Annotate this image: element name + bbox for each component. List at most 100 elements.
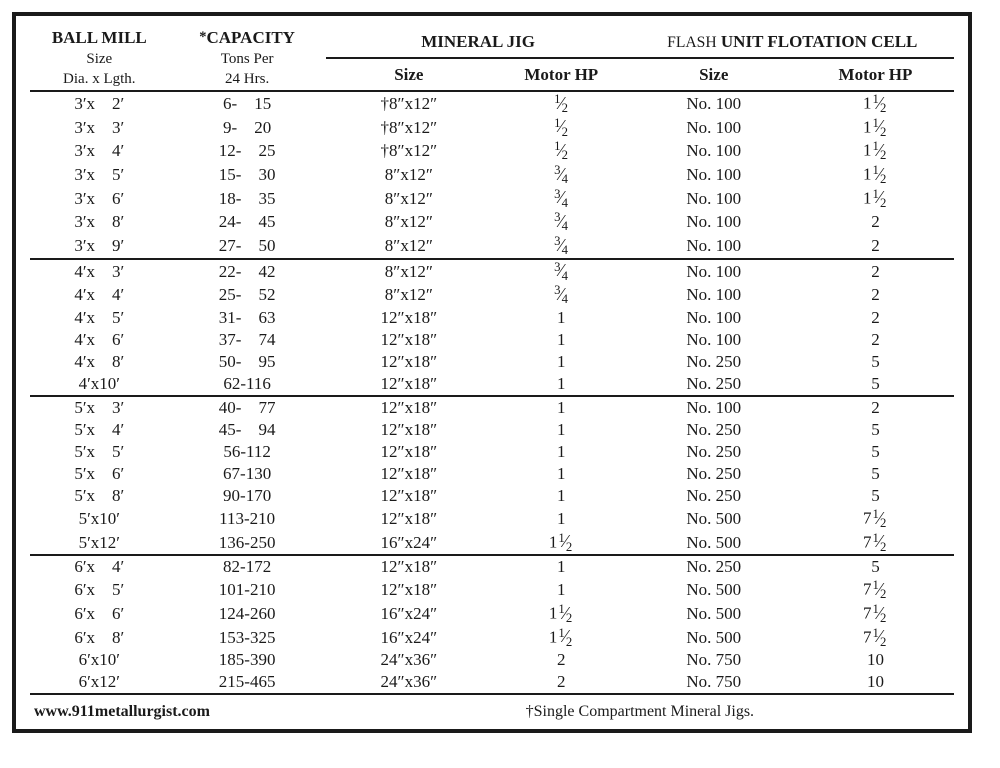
jig-size: 12″x18″ — [326, 373, 492, 396]
flot-hp: 11⁄2 — [797, 116, 954, 140]
capacity: 9- 20 — [169, 116, 326, 140]
jig-hp: 11⁄2 — [492, 626, 631, 650]
jig-hp: 1 — [492, 507, 631, 531]
jig-size: †8″x12″ — [326, 116, 492, 140]
ball-mill-size: 4′x 4′ — [30, 283, 169, 307]
flot-hp: 11⁄2 — [797, 91, 954, 116]
jig-hp: 1 — [492, 351, 631, 373]
jig-hp: 11⁄2 — [492, 531, 631, 556]
capacity: 27- 50 — [169, 234, 326, 259]
flot-hp: 10 — [797, 649, 954, 671]
ball-mill-size: 6′x 5′ — [30, 578, 169, 602]
capacity: 25- 52 — [169, 283, 326, 307]
flot-hp: 5 — [797, 463, 954, 485]
jig-hp: 1⁄2 — [492, 139, 631, 163]
jig-hp: 3⁄4 — [492, 187, 631, 211]
flot-hp: 71⁄2 — [797, 578, 954, 602]
jig-size: 12″x18″ — [326, 507, 492, 531]
jig-hp: 3⁄4 — [492, 283, 631, 307]
capacity: 215-465 — [169, 671, 326, 694]
capacity: 67-130 — [169, 463, 326, 485]
capacity: 45- 94 — [169, 419, 326, 441]
flot-size: No. 100 — [631, 234, 797, 259]
flot-hp: 2 — [797, 307, 954, 329]
jig-size: 8″x12″ — [326, 234, 492, 259]
table-row: 3′x 9′27- 508″x12″3⁄4No. 1002 — [30, 234, 954, 259]
header-flot-size: Size — [631, 58, 797, 90]
jig-hp: 1⁄2 — [492, 91, 631, 116]
table-row: 6′x 8′153-32516″x24″11⁄2No. 50071⁄2 — [30, 626, 954, 650]
jig-size: 12″x18″ — [326, 419, 492, 441]
jig-size: 12″x18″ — [326, 485, 492, 507]
ball-mill-size: 3′x 3′ — [30, 116, 169, 140]
flot-size: No. 250 — [631, 555, 797, 578]
jig-size: 12″x18″ — [326, 555, 492, 578]
header-flot-hp: Motor HP — [797, 58, 954, 90]
jig-size: 12″x18″ — [326, 351, 492, 373]
jig-size: 12″x18″ — [326, 307, 492, 329]
ball-mill-size: 3′x 9′ — [30, 234, 169, 259]
ball-mill-size: 5′x10′ — [30, 507, 169, 531]
table-row: 3′x 4′12- 25†8″x12″1⁄2No. 10011⁄2 — [30, 139, 954, 163]
ball-mill-size: 4′x 6′ — [30, 329, 169, 351]
flot-size: No. 500 — [631, 507, 797, 531]
table-row: 4′x 4′25- 528″x12″3⁄4No. 1002 — [30, 283, 954, 307]
ball-mill-size: 3′x 6′ — [30, 187, 169, 211]
jig-hp: 1 — [492, 441, 631, 463]
table-body: 3′x 2′6- 15†8″x12″1⁄2No. 10011⁄23′x 3′9-… — [30, 91, 954, 694]
flot-size: No. 100 — [631, 307, 797, 329]
jig-size: 24″x36″ — [326, 671, 492, 694]
jig-size: 8″x12″ — [326, 210, 492, 234]
flot-size: No. 100 — [631, 396, 797, 419]
table-row: 3′x 2′6- 15†8″x12″1⁄2No. 10011⁄2 — [30, 91, 954, 116]
header-jig-hp: Motor HP — [492, 58, 631, 90]
spec-table: BALL MILL Size Dia. x Lgth. *CAPACITY To… — [30, 24, 954, 723]
flot-size: No. 100 — [631, 163, 797, 187]
flot-hp: 10 — [797, 671, 954, 694]
flot-size: No. 100 — [631, 91, 797, 116]
flot-size: No. 250 — [631, 441, 797, 463]
table-row: 5′x 8′90-17012″x18″1No. 2505 — [30, 485, 954, 507]
table-row: 6′x 4′82-17212″x18″1No. 2505 — [30, 555, 954, 578]
ball-mill-size: 3′x 8′ — [30, 210, 169, 234]
table-row: 4′x10′62-11612″x18″1No. 2505 — [30, 373, 954, 396]
table-row: 5′x10′113-21012″x18″1No. 50071⁄2 — [30, 507, 954, 531]
flot-size: No. 100 — [631, 259, 797, 284]
capacity: 22- 42 — [169, 259, 326, 284]
flot-hp: 71⁄2 — [797, 531, 954, 556]
ball-mill-size: 5′x 4′ — [30, 419, 169, 441]
flot-size: No. 100 — [631, 329, 797, 351]
flot-hp: 2 — [797, 396, 954, 419]
ball-mill-size: 6′x12′ — [30, 671, 169, 694]
jig-hp: 2 — [492, 649, 631, 671]
ball-mill-size: 4′x 3′ — [30, 259, 169, 284]
ball-mill-size: 5′x 8′ — [30, 485, 169, 507]
flot-hp: 2 — [797, 210, 954, 234]
jig-hp: 1 — [492, 307, 631, 329]
jig-hp: 1 — [492, 396, 631, 419]
ball-mill-size: 6′x10′ — [30, 649, 169, 671]
ball-mill-size: 4′x10′ — [30, 373, 169, 396]
flot-hp: 5 — [797, 373, 954, 396]
ball-mill-size: 6′x 6′ — [30, 602, 169, 626]
capacity: 31- 63 — [169, 307, 326, 329]
table-row: 5′x 3′40- 7712″x18″1No. 1002 — [30, 396, 954, 419]
jig-hp: 3⁄4 — [492, 259, 631, 284]
flot-size: No. 500 — [631, 626, 797, 650]
table-frame: BALL MILL Size Dia. x Lgth. *CAPACITY To… — [12, 12, 972, 733]
footer-url: www.911metallurgist.com — [30, 694, 326, 723]
capacity: 185-390 — [169, 649, 326, 671]
table-row: 4′x 8′50- 9512″x18″1No. 2505 — [30, 351, 954, 373]
table-row: 3′x 6′18- 358″x12″3⁄4No. 10011⁄2 — [30, 187, 954, 211]
jig-hp: 1 — [492, 463, 631, 485]
jig-hp: 1 — [492, 555, 631, 578]
flot-size: No. 500 — [631, 602, 797, 626]
jig-size: 8″x12″ — [326, 259, 492, 284]
table-row: 5′x 6′67-13012″x18″1No. 2505 — [30, 463, 954, 485]
jig-size: 16″x24″ — [326, 626, 492, 650]
jig-size: 12″x18″ — [326, 329, 492, 351]
capacity: 153-325 — [169, 626, 326, 650]
table-row: 3′x 5′15- 308″x12″3⁄4No. 10011⁄2 — [30, 163, 954, 187]
table-row: 4′x 3′22- 428″x12″3⁄4No. 1002 — [30, 259, 954, 284]
flot-hp: 5 — [797, 555, 954, 578]
